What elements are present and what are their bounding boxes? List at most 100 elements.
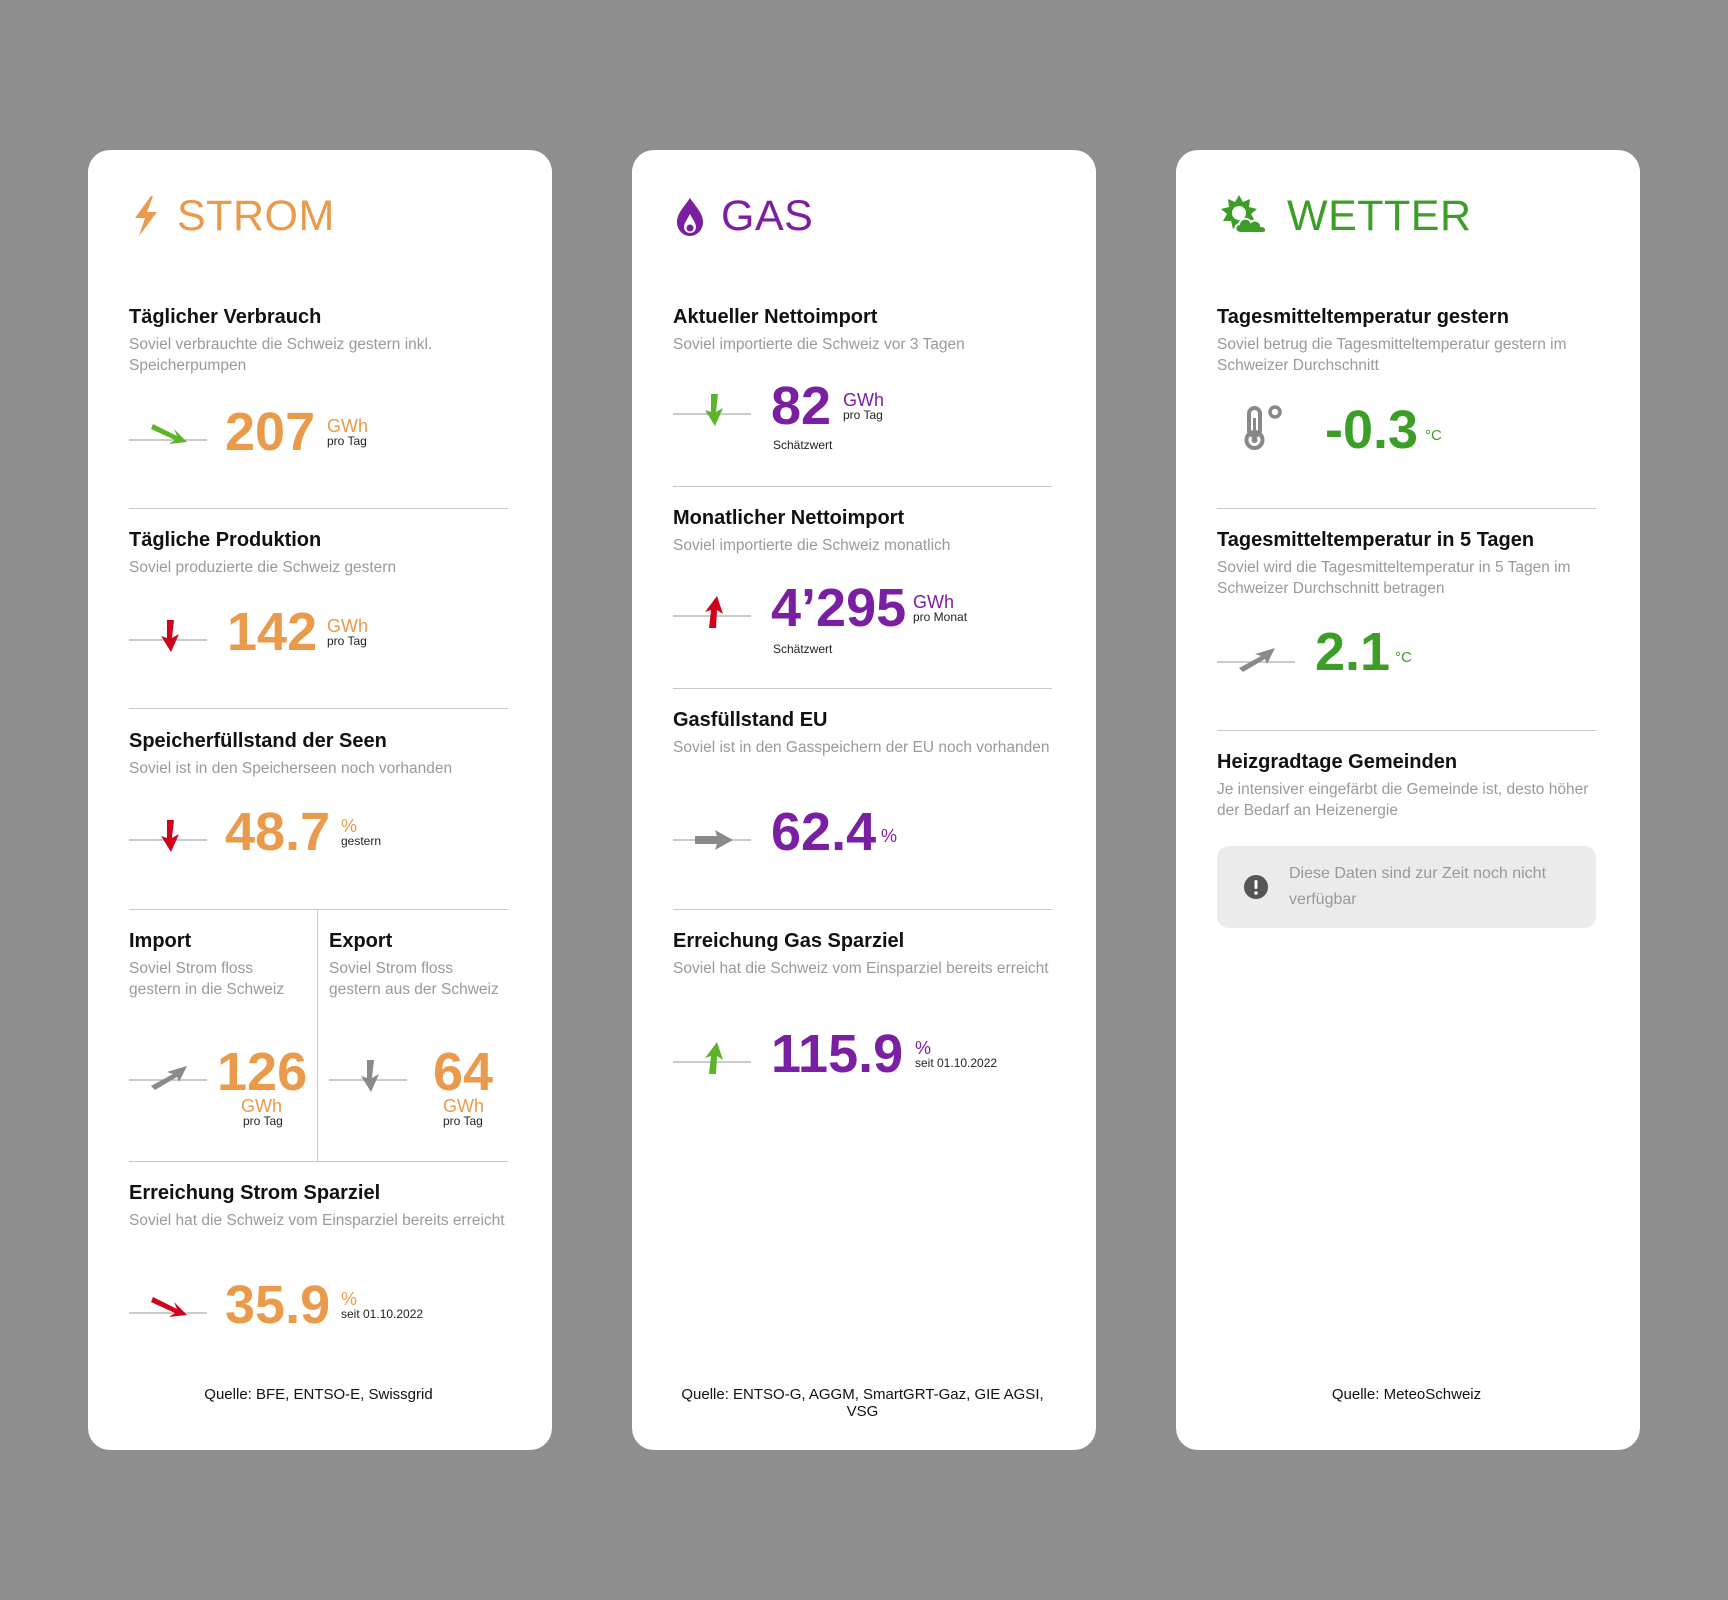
metric-unit: GWh bbox=[913, 592, 955, 612]
wetter-card-title: WETTER bbox=[1217, 188, 1472, 244]
divider bbox=[1217, 730, 1596, 731]
section-title: Export bbox=[329, 930, 393, 952]
strom-storage: Speicherfüllstand der Seen Soviel ist in… bbox=[129, 729, 508, 779]
metric-sub: pro Tag bbox=[443, 1114, 483, 1128]
metric-value: 207 bbox=[225, 402, 316, 462]
trend-arrow-up-icon bbox=[673, 596, 751, 628]
section-title: Tägliche Produktion bbox=[129, 529, 322, 551]
section-title: Tagesmitteltemperatur in 5 Tagen bbox=[1217, 529, 1535, 551]
metric-unit: °C bbox=[1395, 649, 1412, 666]
section-description: Soviel Strom floss gestern in die Schwei… bbox=[129, 960, 285, 998]
metric-unit: GWh bbox=[241, 1096, 283, 1116]
trend-arrow-down-right-icon bbox=[129, 1297, 207, 1317]
estimate-note: Schätzwert bbox=[773, 642, 833, 656]
metric-value: 115.9 bbox=[771, 1024, 904, 1084]
metric-sub: pro Tag bbox=[327, 434, 367, 448]
gas-savings-metric: 115.9 % seit 01.10.2022 bbox=[673, 1018, 1052, 1098]
divider bbox=[673, 688, 1052, 689]
strom-title: STROM bbox=[177, 191, 335, 240]
strom-production-metric: 142 GWh pro Tag bbox=[129, 596, 508, 676]
trend-arrow-down-icon bbox=[673, 394, 751, 426]
metric-unit: % bbox=[881, 826, 898, 846]
section-title: Tagesmitteltemperatur gestern bbox=[1217, 306, 1509, 328]
metric-unit: % bbox=[341, 816, 358, 836]
gas-eu-storage-metric: 62.4 % bbox=[673, 796, 1052, 876]
metric-sub: pro Tag bbox=[327, 634, 367, 648]
strom-export: Export Soviel Strom floss gestern aus de… bbox=[329, 929, 508, 1000]
wetter-title: WETTER bbox=[1287, 191, 1472, 240]
section-title: Aktueller Nettoimport bbox=[673, 306, 878, 328]
trend-arrow-up-right-icon bbox=[129, 1066, 207, 1090]
trend-arrow-down-right-icon bbox=[129, 424, 207, 444]
section-title: Heizgradtage Gemeinden bbox=[1217, 751, 1458, 773]
section-description: Soviel produzierte die Schweiz gestern bbox=[129, 559, 397, 576]
section-description: Soviel betrug die Tagesmitteltemperatur … bbox=[1217, 336, 1567, 374]
divider bbox=[129, 508, 508, 509]
wetter-temp-yesterday: Tagesmitteltemperatur gestern Soviel bet… bbox=[1217, 305, 1596, 376]
divider bbox=[1217, 508, 1596, 509]
gas-title: GAS bbox=[721, 191, 814, 240]
strom-consumption-metric: 207 GWh pro Tag bbox=[129, 396, 508, 476]
section-title: Monatlicher Nettoimport bbox=[673, 507, 905, 529]
metric-sub: seit 01.10.2022 bbox=[915, 1056, 998, 1070]
section-description: Soviel wird die Tagesmitteltemperatur in… bbox=[1217, 559, 1571, 597]
metric-sub: pro Tag bbox=[843, 408, 883, 422]
gas-eu-storage: Gasfüllstand EU Soviel ist in den Gasspe… bbox=[673, 708, 1052, 758]
gas-source: Quelle: ENTSO-G, AGGM, SmartGRT-Gaz, GIE… bbox=[681, 1386, 1044, 1420]
metric-value: 4’295 bbox=[771, 578, 907, 638]
trend-arrow-right-icon bbox=[673, 830, 751, 850]
lightning-icon bbox=[135, 196, 157, 236]
section-description: Soviel importierte die Schweiz vor 3 Tag… bbox=[673, 336, 965, 353]
divider-vertical bbox=[317, 909, 318, 1161]
section-description: Je intensiver eingefärbt die Gemeinde is… bbox=[1217, 781, 1589, 819]
gas-card: GAS Aktueller Nettoimport Soviel importi… bbox=[632, 150, 1096, 1450]
gas-net-import: Aktueller Nettoimport Soviel importierte… bbox=[673, 305, 1052, 355]
strom-card: STROM Täglicher Verbrauch Soviel verbrau… bbox=[88, 150, 552, 1450]
strom-production: Tägliche Produktion Soviel produzierte d… bbox=[129, 528, 508, 578]
section-description: Soviel hat die Schweiz vom Einsparziel b… bbox=[129, 1212, 505, 1229]
flame-icon bbox=[677, 198, 703, 236]
metric-unit: GWh bbox=[327, 616, 369, 636]
metric-unit: % bbox=[341, 1289, 358, 1309]
trend-arrow-up-icon bbox=[673, 1042, 751, 1074]
metric-value: 48.7 bbox=[225, 802, 331, 862]
sun-cloud-icon bbox=[1221, 195, 1268, 234]
section-description: Soviel ist in den Gasspeichern der EU no… bbox=[673, 739, 1050, 756]
metric-value: 64 bbox=[433, 1042, 494, 1102]
divider bbox=[673, 486, 1052, 487]
wetter-heating-days: Heizgradtage Gemeinden Je intensiver ein… bbox=[1217, 750, 1596, 821]
divider bbox=[129, 1161, 508, 1162]
strom-card-title: STROM bbox=[129, 188, 335, 244]
wetter-source: Quelle: MeteoSchweiz bbox=[1331, 1386, 1482, 1403]
section-title: Erreichung Strom Sparziel bbox=[129, 1182, 381, 1204]
section-title: Erreichung Gas Sparziel bbox=[673, 930, 905, 952]
metric-unit: GWh bbox=[843, 390, 885, 410]
metric-unit: °C bbox=[1425, 427, 1442, 444]
section-title: Import bbox=[129, 930, 192, 952]
section-description: Soviel Strom floss gestern aus der Schwe… bbox=[329, 960, 499, 998]
wetter-temp-forecast-metric: 2.1 °C bbox=[1217, 618, 1596, 698]
strom-import-metric: 126 GWh pro Tag bbox=[129, 1036, 315, 1128]
metric-value: 2.1 bbox=[1315, 622, 1391, 682]
estimate-note: Schätzwert bbox=[773, 438, 833, 452]
divider bbox=[673, 909, 1052, 910]
info-icon bbox=[1244, 875, 1268, 899]
section-description: Soviel hat die Schweiz vom Einsparziel b… bbox=[673, 960, 1049, 977]
divider bbox=[129, 708, 508, 709]
data-unavailable-notice: Diese Daten sind zur Zeit noch nicht ver… bbox=[1217, 846, 1596, 928]
section-description: Soviel importierte die Schweiz monatlich bbox=[673, 537, 951, 554]
trend-arrow-down-icon bbox=[129, 820, 207, 852]
gas-card-title: GAS bbox=[673, 188, 813, 244]
metric-sub: seit 01.10.2022 bbox=[341, 1307, 424, 1321]
metric-value: 126 bbox=[217, 1042, 308, 1102]
metric-value: -0.3 bbox=[1325, 400, 1419, 460]
divider bbox=[129, 909, 508, 910]
strom-export-metric: 64 GWh pro Tag bbox=[329, 1036, 508, 1128]
thermometer-icon bbox=[1244, 405, 1282, 450]
gas-net-import-metric: 82 GWh pro Tag Schätzwert bbox=[673, 370, 1052, 452]
strom-source: Quelle: BFE, ENTSO-E, Swissgrid bbox=[204, 1386, 433, 1403]
section-title: Täglicher Verbrauch bbox=[129, 306, 322, 328]
section-title: Speicherfüllstand der Seen bbox=[129, 730, 387, 752]
trend-arrow-up-right-icon bbox=[1217, 648, 1295, 672]
strom-consumption: Täglicher Verbrauch Soviel verbrauchte d… bbox=[129, 305, 508, 376]
